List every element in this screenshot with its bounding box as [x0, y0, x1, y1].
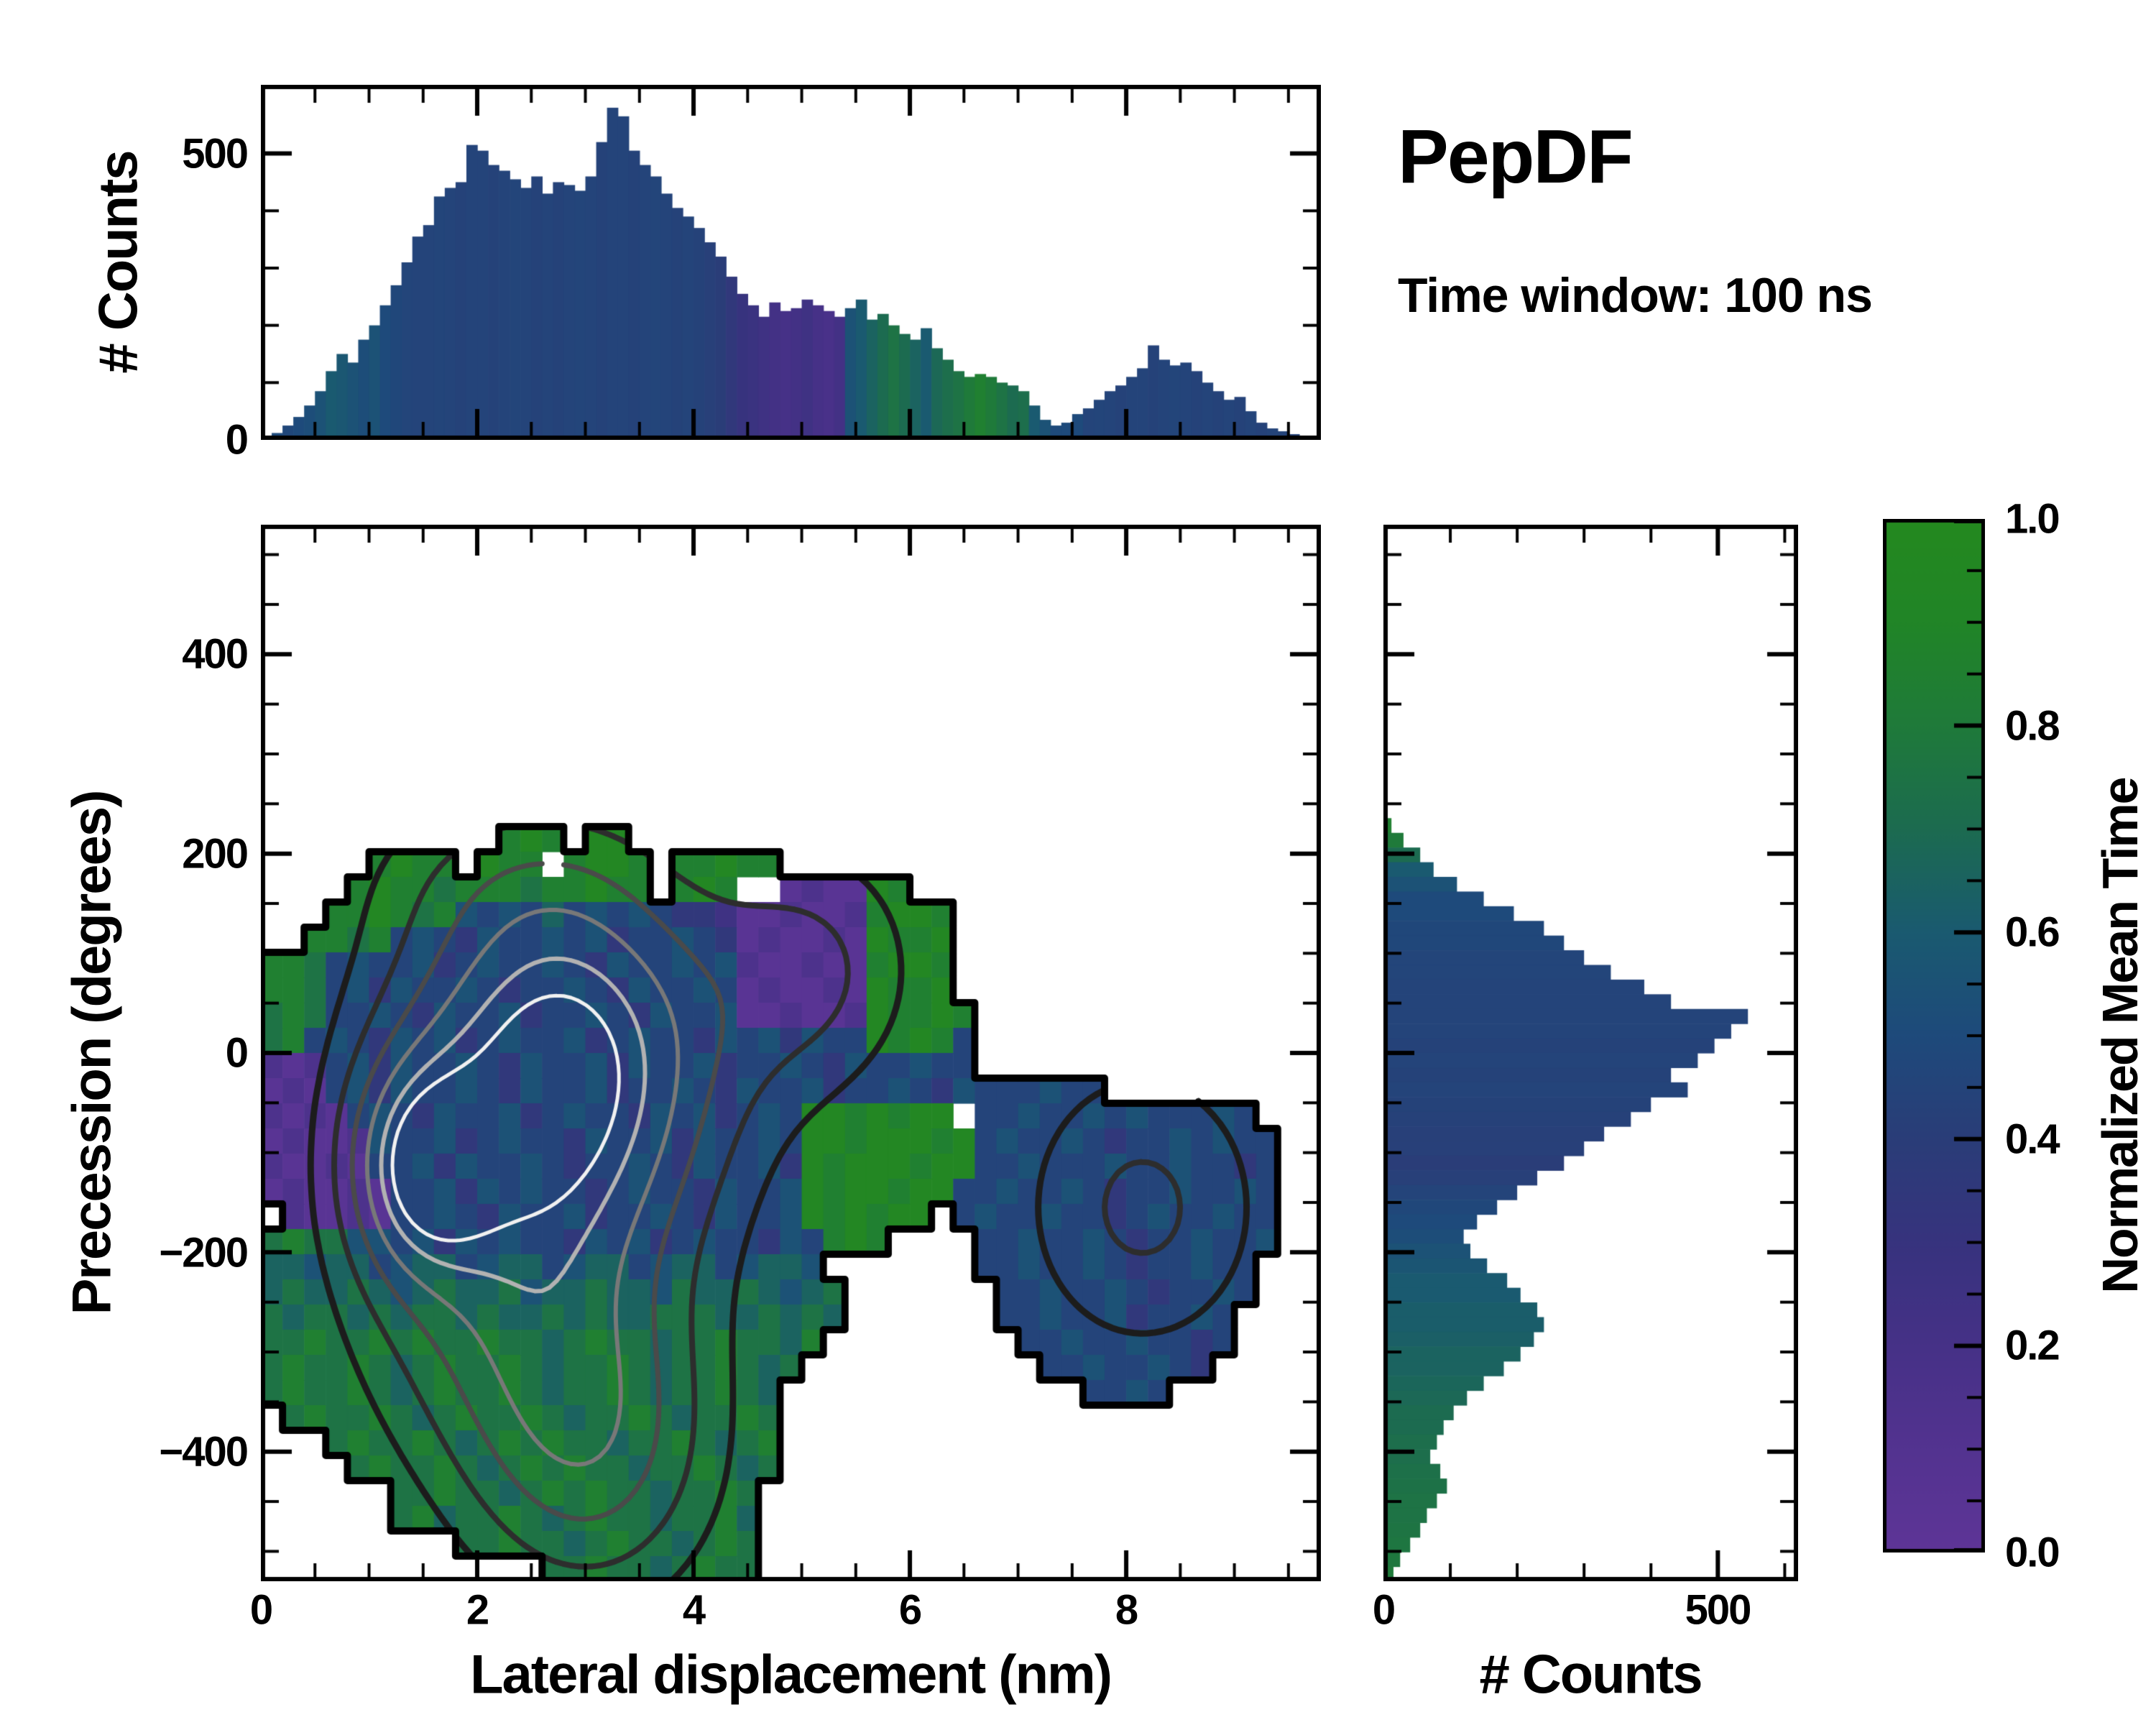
colorbar-tick-0.4: 0.4: [2005, 1116, 2060, 1163]
main-ytick-400: 400: [182, 630, 249, 678]
colorbar-tick-1.0: 1.0: [2005, 495, 2060, 543]
main-ytick-n400: −400: [159, 1428, 249, 1476]
main-xtick-8: 8: [1115, 1586, 1138, 1634]
main-ytick-n200: −200: [159, 1229, 249, 1276]
main-xtick-4: 4: [682, 1586, 706, 1634]
main-ytick-0: 0: [225, 1029, 249, 1077]
figure-subtitle: Time window: 100 ns: [1398, 268, 1873, 323]
main-xtick-6: 6: [898, 1586, 922, 1634]
colorbar-label: Normalized Mean Time: [2092, 778, 2148, 1294]
colorbar-tick-0.2: 0.2: [2005, 1322, 2060, 1369]
main-xtick-2: 2: [466, 1586, 489, 1634]
main-xlabel: Lateral displacement (nm): [470, 1644, 1112, 1706]
right-hist-xtick-0: 0: [1372, 1586, 1396, 1634]
right-hist-xtick-500: 500: [1685, 1586, 1752, 1634]
right-histogram-plot: [1383, 525, 1798, 1581]
top-histogram-plot: [261, 85, 1321, 440]
colorbar-gradient: [1883, 519, 1985, 1552]
colorbar-tick-0.8: 0.8: [2005, 702, 2060, 750]
top-hist-ylabel: # Counts: [88, 151, 149, 374]
right-hist-xlabel: # Counts: [1479, 1644, 1703, 1706]
figure-title: PepDF: [1398, 114, 1634, 199]
top-hist-ytick-500: 500: [182, 130, 249, 178]
main-ylabel: Precession (degrees): [61, 791, 123, 1315]
main-xtick-0: 0: [249, 1586, 273, 1634]
colorbar-tick-0.0: 0.0: [2005, 1529, 2060, 1576]
joint-heatmap-plot: [261, 525, 1321, 1581]
main-ytick-200: 200: [182, 830, 249, 878]
colorbar-tick-0.6: 0.6: [2005, 908, 2060, 956]
top-hist-ytick-0: 0: [225, 416, 249, 464]
